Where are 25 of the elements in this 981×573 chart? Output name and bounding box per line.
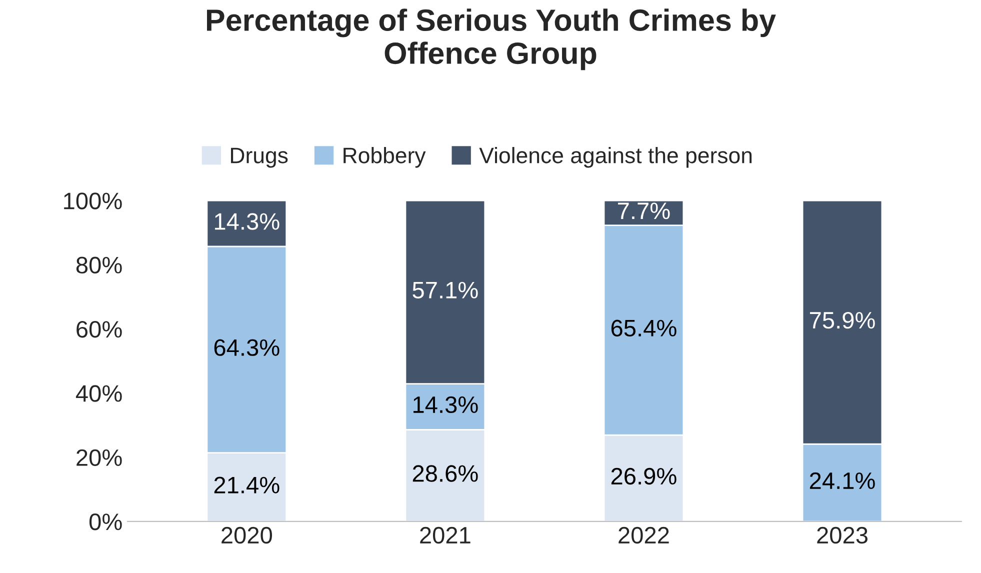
data-label: 64.3% [214, 339, 280, 356]
data-label: 75.9% [810, 312, 875, 329]
legend-label: Robbery [344, 147, 426, 168]
data-label: 21.4% [214, 476, 280, 494]
y-tick-label: 100% [64, 192, 122, 210]
data-label: 7.7% [618, 202, 670, 220]
legend-label: Violence against the person [479, 147, 752, 168]
x-tick-label: 2021 [420, 526, 470, 544]
data-label: 24.1% [810, 472, 875, 490]
data-label: 65.4% [611, 320, 676, 337]
y-tick-label: 80% [76, 256, 122, 274]
y-tick-label: 20% [76, 449, 122, 466]
data-label: 26.9% [611, 468, 676, 485]
data-label: 57.1% [412, 282, 478, 298]
x-tick-label: 2023 [817, 526, 868, 544]
data-label: 14.3% [414, 396, 478, 414]
data-label: 28.6% [412, 465, 478, 482]
data-label: 14.3% [214, 213, 280, 230]
y-tick-label: 60% [76, 320, 122, 338]
legend-label: Drugs [231, 148, 288, 168]
x-tick-label: 2020 [222, 526, 272, 544]
chart-title: Percentage of Serious Youth Crimes by Offence Group [206, 8, 776, 70]
x-tick-label: 2022 [618, 526, 669, 544]
y-tick-label: 40% [76, 385, 122, 402]
y-tick-label: 0% [89, 514, 122, 530]
